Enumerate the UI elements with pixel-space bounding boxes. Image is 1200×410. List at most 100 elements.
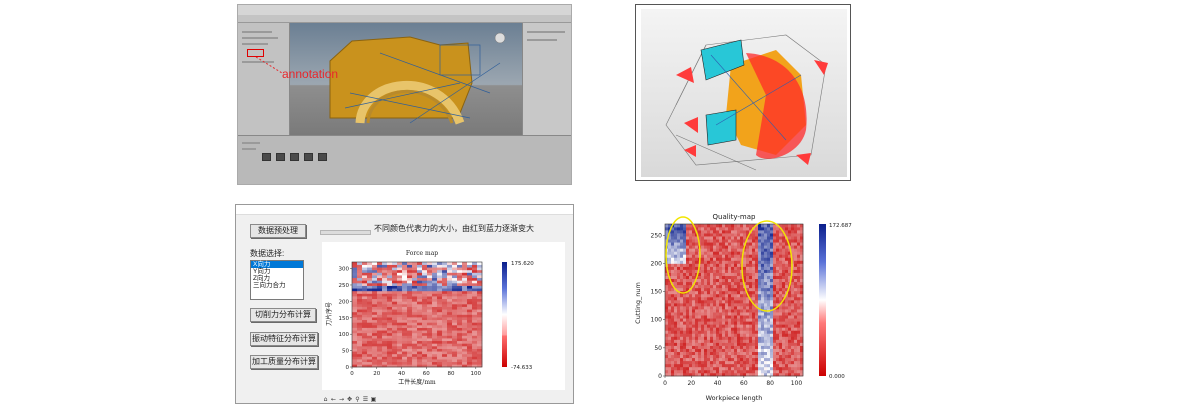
save-icon[interactable]: ▣ xyxy=(370,396,377,403)
heatmap-cell xyxy=(452,269,458,273)
heatmap-cell xyxy=(377,301,383,305)
heatmap-cell xyxy=(452,298,458,302)
asset-thumbnail[interactable] xyxy=(276,153,285,161)
heatmap-cell xyxy=(797,345,801,349)
heatmap-cell xyxy=(701,284,705,289)
heatmap-cell xyxy=(779,236,783,240)
heatmap-cell xyxy=(707,303,711,307)
heatmap-cell xyxy=(713,354,717,359)
heatmap-cell xyxy=(800,351,804,356)
data-select-list[interactable]: X向力 Y向力 Z向力 三向力合力 xyxy=(250,260,304,300)
heatmap-cell xyxy=(668,245,672,249)
heatmap-cell xyxy=(467,327,473,331)
heatmap-cell xyxy=(749,339,753,343)
heatmap-cell xyxy=(752,260,756,264)
heatmap-cell xyxy=(683,324,687,328)
heatmap-cell xyxy=(392,304,398,307)
heatmap-cell xyxy=(719,233,723,237)
heatmap-cell xyxy=(686,324,690,328)
heatmap-cell xyxy=(695,224,699,228)
heatmap-cell xyxy=(352,364,358,368)
quality-button[interactable]: 加工质量分布计算 xyxy=(250,355,318,369)
heatmap-cell xyxy=(734,239,738,243)
heatmap-cell xyxy=(734,296,738,301)
heatmap-cell xyxy=(665,290,669,295)
heatmap-cell xyxy=(761,242,765,246)
list-item[interactable]: Z向力 xyxy=(253,275,270,282)
heatmap-cell xyxy=(788,266,792,270)
heatmap-cell xyxy=(734,366,738,371)
heatmap-cell xyxy=(462,319,468,323)
heatmap-cell xyxy=(710,287,714,292)
heatmap-cell xyxy=(788,339,792,343)
heatmap-cell xyxy=(704,336,708,340)
heatmap-cell xyxy=(743,372,747,377)
heatmap-cell xyxy=(731,318,735,322)
heatmap-cell xyxy=(767,306,771,310)
asset-thumbnail[interactable] xyxy=(318,153,327,161)
heatmap-cell xyxy=(791,245,795,249)
cut-force-button[interactable]: 切削力分布计算 xyxy=(250,308,316,322)
heatmap-cell xyxy=(722,254,726,258)
pan-icon[interactable]: ✥ xyxy=(346,396,353,403)
heatmap-cell xyxy=(728,354,732,359)
heatmap-cell xyxy=(692,333,696,337)
heatmap-cell xyxy=(457,262,463,265)
heatmap-cell xyxy=(731,306,735,310)
heatmap-cell xyxy=(422,304,428,307)
vibration-button[interactable]: 振动特征分布计算 xyxy=(250,332,318,346)
heatmap-cell xyxy=(788,257,792,261)
x-tick-label: 0 xyxy=(350,371,354,377)
heatmap-cell xyxy=(692,272,696,276)
scene-view[interactable] xyxy=(290,23,522,135)
heatmap-cell xyxy=(731,369,735,374)
asset-thumbnail[interactable] xyxy=(304,153,313,161)
asset-thumbnail[interactable] xyxy=(290,153,299,161)
heatmap-cell xyxy=(773,251,777,255)
heatmap-cell xyxy=(417,298,423,302)
heatmap-cell xyxy=(707,360,711,365)
heatmap-cell xyxy=(407,293,413,297)
heatmap-cell xyxy=(442,364,448,368)
forward-icon[interactable]: → xyxy=(338,396,345,403)
heatmap-cell xyxy=(719,327,723,331)
heatmap-cell xyxy=(716,354,720,359)
heatmap-cell xyxy=(695,254,699,258)
zoom-icon[interactable]: ⚲ xyxy=(355,396,360,403)
heatmap-cell xyxy=(707,366,711,371)
heatmap-cell xyxy=(402,340,408,344)
list-item[interactable]: Y向力 xyxy=(253,268,271,275)
heatmap-cell xyxy=(683,369,687,374)
heatmap-cell xyxy=(402,332,408,336)
heatmap-cell xyxy=(719,269,723,273)
heatmap-cell xyxy=(776,303,780,307)
heatmap-cell xyxy=(392,262,398,265)
heatmap-cell xyxy=(749,275,753,280)
list-item[interactable]: 三向力合力 xyxy=(253,282,286,289)
asset-thumbnail[interactable] xyxy=(262,153,271,161)
heatmap-cell xyxy=(707,369,711,374)
config-icon[interactable]: ☰ xyxy=(362,396,369,403)
heatmap-cell xyxy=(716,360,720,365)
heatmap-cell xyxy=(719,230,723,234)
heatmap-cell xyxy=(427,277,433,281)
heatmap-cell xyxy=(737,233,741,237)
list-item[interactable]: X向力 xyxy=(251,261,303,268)
heatmap-cell xyxy=(422,293,428,297)
heatmap-cell xyxy=(452,262,458,265)
heatmap-cell xyxy=(758,278,762,283)
heatmap-cell xyxy=(417,335,423,339)
heatmap-cell xyxy=(472,338,478,342)
preprocess-button[interactable]: 数据预处理 xyxy=(250,224,306,238)
heatmap-cell xyxy=(467,304,473,307)
heatmap-cell xyxy=(472,327,478,331)
heatmap-cell xyxy=(734,230,738,234)
heatmap-cell xyxy=(737,318,741,322)
heatmap-cell xyxy=(782,342,786,346)
heatmap-cell xyxy=(767,342,771,346)
back-icon[interactable]: ← xyxy=(330,396,337,403)
home-icon[interactable]: ⌂ xyxy=(323,396,328,403)
heatmap-cell xyxy=(728,372,732,377)
heatmap-cell xyxy=(377,317,383,321)
heatmap-cell xyxy=(397,340,403,344)
